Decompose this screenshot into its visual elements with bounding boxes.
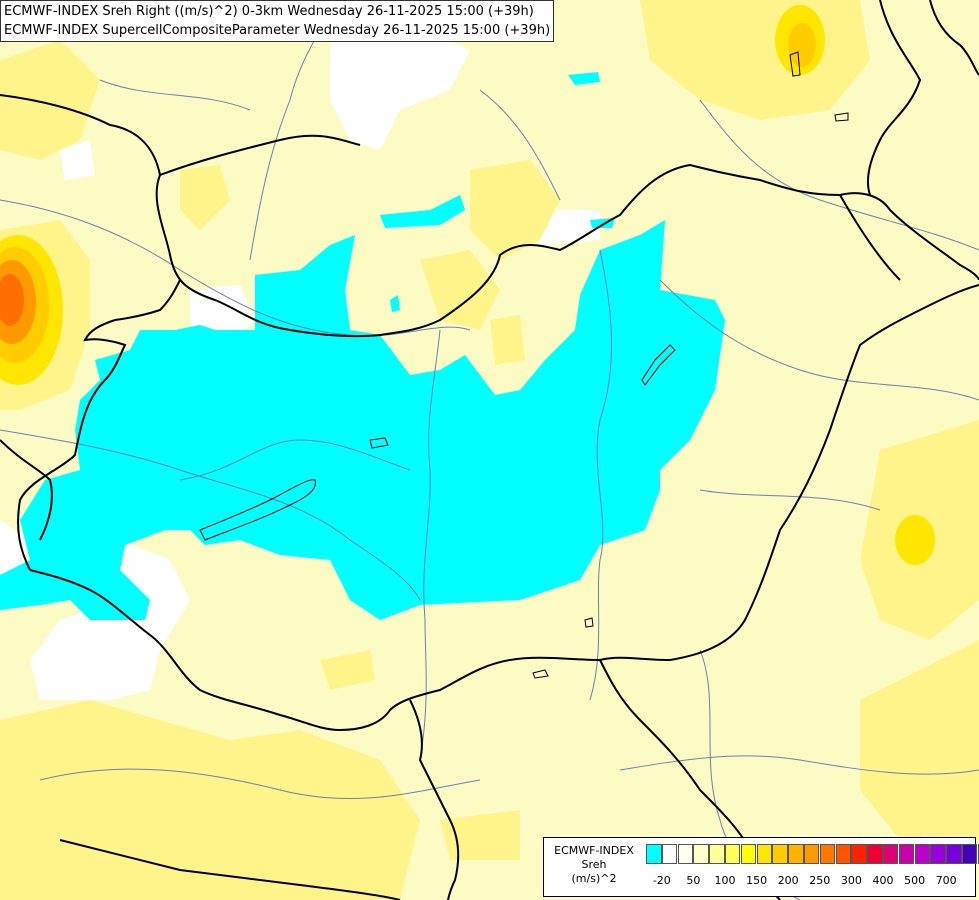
legend-tick-label: 150 xyxy=(746,874,768,887)
legend-swatch xyxy=(914,844,931,864)
lakes xyxy=(199,51,849,679)
legend-tick-label: 200 xyxy=(777,874,799,887)
legend-swatch xyxy=(756,844,773,864)
legend-swatch xyxy=(803,844,820,864)
legend-swatch xyxy=(740,844,757,864)
legend-swatch xyxy=(661,844,678,864)
legend-title-line-3: (m/s)^2 xyxy=(571,872,617,885)
legend-swatch xyxy=(867,844,883,864)
legend-ticks: -20 50 100 150 200 250 300 400 500 700 xyxy=(646,874,976,890)
chart-header: ECMWF-INDEX Sreh Right ((m/s)^2) 0-3km W… xyxy=(0,0,555,42)
legend-swatch xyxy=(946,844,962,864)
legend-swatch xyxy=(646,844,662,864)
legend-tick-label: 300 xyxy=(840,874,862,887)
color-legend: ECMWF-INDEX Sreh (m/s)^2 -20 50 100 150 200 2… xyxy=(543,837,979,897)
legend-tick-label: 500 xyxy=(904,874,926,887)
legend-swatch xyxy=(961,844,978,864)
legend-tick-label: 50 xyxy=(686,874,701,887)
legend-swatch xyxy=(898,844,915,864)
cyan-areas xyxy=(0,72,725,620)
legend-title-line-1: ECMWF-INDEX xyxy=(554,844,634,857)
legend-tick-label: 700 xyxy=(935,874,957,887)
legend-swatch xyxy=(930,844,946,864)
legend-swatch xyxy=(851,844,867,864)
legend-swatches xyxy=(646,844,979,864)
header-line-2: ECMWF-INDEX SupercellCompositeParameter … xyxy=(4,23,551,38)
legend-swatch xyxy=(693,844,709,864)
legend-tick-label: 400 xyxy=(872,874,894,887)
legend-tick-label: 100 xyxy=(714,874,736,887)
legend-title: ECMWF-INDEX Sreh (m/s)^2 xyxy=(546,844,642,886)
legend-tick-label: 250 xyxy=(809,874,831,887)
legend-swatch xyxy=(882,844,899,864)
legend-swatch xyxy=(709,844,725,864)
legend-swatch xyxy=(819,844,836,864)
legend-title-line-2: Sreh xyxy=(581,858,607,871)
legend-swatch xyxy=(677,844,694,864)
legend-swatch xyxy=(724,844,741,864)
legend-tick-label: -20 xyxy=(652,874,671,887)
legend-swatch xyxy=(788,844,804,864)
legend-swatch xyxy=(772,844,788,864)
high-value-core xyxy=(0,5,935,565)
legend-swatch xyxy=(977,844,979,864)
header-line-1: ECMWF-INDEX Sreh Right ((m/s)^2) 0-3km W… xyxy=(4,4,534,19)
legend-swatch xyxy=(835,844,852,864)
